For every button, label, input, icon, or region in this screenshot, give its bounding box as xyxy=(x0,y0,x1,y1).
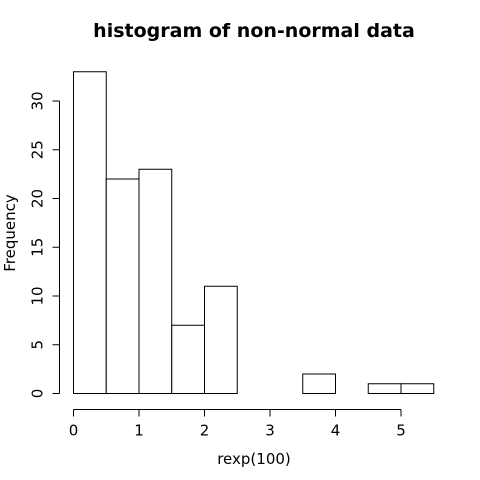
x-tick-label-4: 4 xyxy=(331,422,341,440)
x-axis: 0 1 2 3 4 5 xyxy=(69,409,406,440)
bars-group xyxy=(73,71,435,394)
histogram-bar-7 xyxy=(302,373,336,394)
y-tick-label-30: 30 xyxy=(29,91,47,110)
x-tick-label-0: 0 xyxy=(69,422,79,440)
histogram-bar-3 xyxy=(171,324,205,394)
chart-title: histogram of non-normal data xyxy=(93,20,415,42)
y-tick-label-5: 5 xyxy=(29,340,47,350)
x-tick-label-2: 2 xyxy=(200,422,210,440)
x-axis-label: rexp(100) xyxy=(217,450,291,468)
histogram-bar-0 xyxy=(73,71,107,394)
x-tick-label-5: 5 xyxy=(396,422,406,440)
y-tick-label-0: 0 xyxy=(29,389,47,399)
y-tick-label-25: 25 xyxy=(29,140,47,159)
y-axis: 0 5 10 15 20 25 30 xyxy=(29,91,60,398)
y-tick-label-15: 15 xyxy=(29,238,47,257)
y-axis-label: Frequency xyxy=(1,194,19,272)
histogram-bar-4 xyxy=(204,285,238,394)
histogram-bar-2 xyxy=(138,168,173,394)
x-tick-label-1: 1 xyxy=(134,422,144,440)
histogram-bar-1 xyxy=(105,178,140,394)
y-tick-label-10: 10 xyxy=(29,286,47,305)
x-tick-label-3: 3 xyxy=(265,422,275,440)
histogram-bar-10 xyxy=(400,383,435,394)
histogram-bar-9 xyxy=(367,383,402,394)
y-tick-label-20: 20 xyxy=(29,189,47,208)
